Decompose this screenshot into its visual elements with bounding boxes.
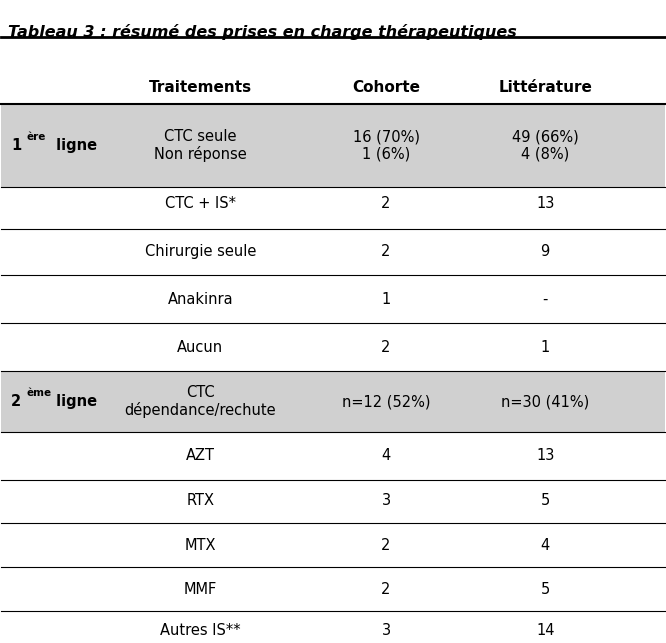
- Text: Chirurgie seule: Chirurgie seule: [145, 244, 256, 258]
- Bar: [1, 371, 665, 432]
- Text: 13: 13: [536, 448, 554, 464]
- Text: ligne: ligne: [51, 394, 97, 409]
- Bar: [1, 104, 665, 187]
- Text: ligne: ligne: [51, 138, 97, 153]
- Text: 49 (66%)
4 (8%): 49 (66%) 4 (8%): [512, 129, 579, 161]
- Text: Littérature: Littérature: [498, 80, 592, 95]
- Text: n=12 (52%): n=12 (52%): [342, 394, 430, 409]
- Text: 3: 3: [382, 493, 391, 508]
- Text: 16 (70%)
1 (6%): 16 (70%) 1 (6%): [352, 129, 420, 161]
- Text: CTC + IS*: CTC + IS*: [165, 195, 236, 210]
- Text: ère: ère: [27, 132, 46, 142]
- Text: 4: 4: [382, 448, 391, 464]
- Text: MMF: MMF: [184, 582, 217, 597]
- Text: Aucun: Aucun: [177, 340, 223, 354]
- Text: 2: 2: [382, 538, 391, 553]
- Text: 1: 1: [11, 138, 21, 153]
- Text: Anakinra: Anakinra: [168, 291, 233, 307]
- Text: 4: 4: [541, 538, 550, 553]
- Text: -: -: [543, 291, 548, 307]
- Text: 2: 2: [382, 582, 391, 597]
- Text: CTC
dépendance/rechute: CTC dépendance/rechute: [125, 385, 276, 419]
- Text: 1: 1: [541, 340, 550, 354]
- Text: ème: ème: [27, 388, 52, 398]
- Text: 2: 2: [382, 340, 391, 354]
- Text: 13: 13: [536, 195, 554, 210]
- Text: Cohorte: Cohorte: [352, 80, 420, 95]
- Text: 14: 14: [536, 622, 555, 638]
- Text: 1: 1: [382, 291, 391, 307]
- Text: n=30 (41%): n=30 (41%): [501, 394, 589, 409]
- Text: AZT: AZT: [186, 448, 215, 464]
- Text: MTX: MTX: [184, 538, 216, 553]
- Text: 2: 2: [11, 394, 21, 409]
- Text: 3: 3: [382, 622, 391, 638]
- Text: Tableau 3 : résumé des prises en charge thérapeutiques: Tableau 3 : résumé des prises en charge …: [8, 24, 517, 40]
- Text: 5: 5: [541, 493, 550, 508]
- Text: CTC seule
Non réponse: CTC seule Non réponse: [154, 129, 246, 162]
- Text: 2: 2: [382, 244, 391, 258]
- Text: Autres IS**: Autres IS**: [160, 622, 240, 638]
- Text: 2: 2: [382, 195, 391, 210]
- Text: 5: 5: [541, 582, 550, 597]
- Text: Traitements: Traitements: [149, 80, 252, 95]
- Text: 9: 9: [541, 244, 550, 258]
- Text: RTX: RTX: [186, 493, 214, 508]
